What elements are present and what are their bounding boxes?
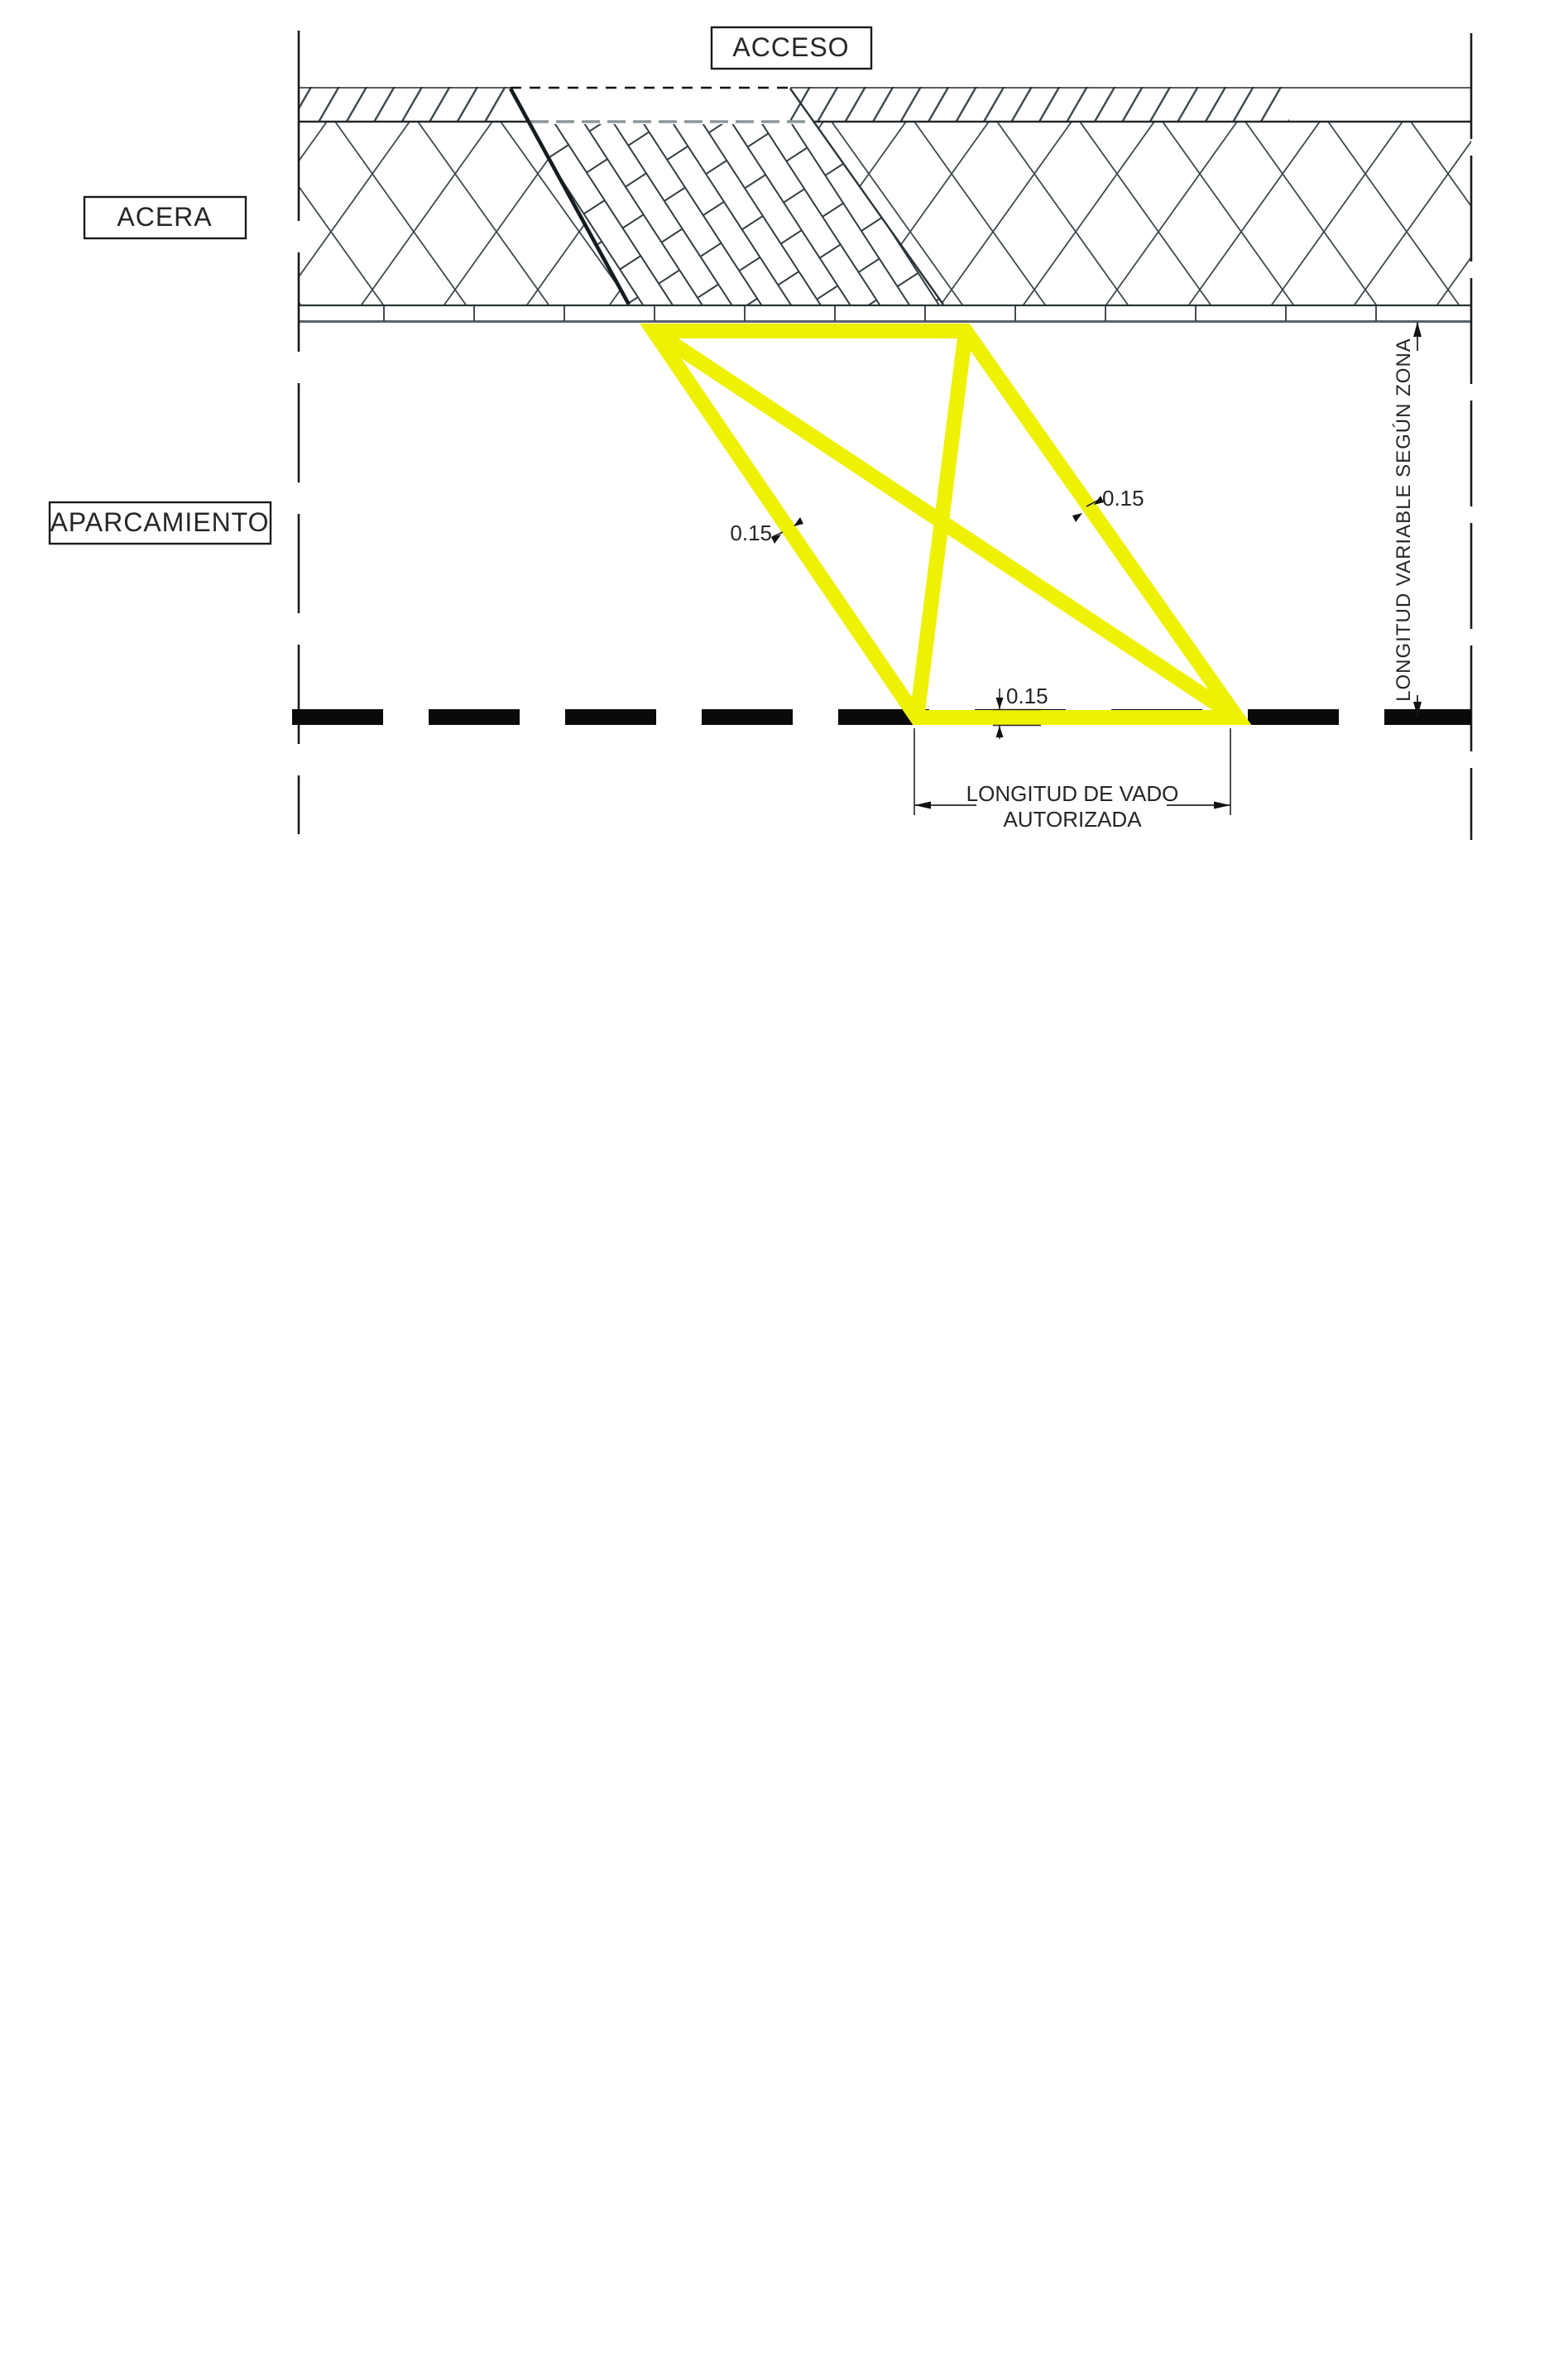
curb-surface: [299, 305, 1471, 321]
vado-length-text-line1: LONGITUD DE VADO: [966, 781, 1179, 806]
vado-marking: [639, 324, 1252, 725]
left-callout-leader-line: [771, 531, 784, 538]
curb-joint-ticks: [383, 306, 1377, 321]
facade-hatch-left: [299, 87, 511, 122]
acera-label-box: [83, 195, 247, 240]
acera-label-text: ACERA: [117, 202, 212, 232]
bottom-callout-arrow-up: [995, 726, 1004, 737]
variable-length-text: LONGITUD VARIABLE SEGÚN ZONA: [1393, 338, 1415, 702]
aparcamiento-label: APARCAMIENTO: [48, 501, 272, 545]
variable-length-arrow-down: [1413, 702, 1422, 717]
acera-label: ACERA: [83, 195, 247, 240]
aparcamiento-label-text: APARCAMIENTO: [50, 507, 269, 537]
curb-strip: [299, 304, 1471, 323]
right-callout-arrow-b: [1094, 496, 1104, 505]
right-stripe-width-text: 0.15: [1102, 486, 1144, 511]
left-stripe-width-callout: 0.15: [730, 517, 803, 545]
acceso-label-text: ACCESO: [732, 32, 849, 62]
bottom-stripe-width-text: 0.15: [1006, 684, 1048, 708]
acceso-label: ACCESO: [710, 26, 873, 70]
vado-length-dimension: LONGITUD DE VADO AUTORIZADA: [914, 728, 1231, 832]
vado-diagonal-cross: [909, 329, 973, 719]
left-stripe-width-text: 0.15: [730, 521, 772, 545]
left-callout-arrow-b: [794, 517, 803, 526]
vado-length-text-line2: AUTORIZADA: [1003, 807, 1142, 832]
bottom-stripe-width-callout: 0.15: [993, 684, 1048, 739]
variable-length-arrow-up: [1413, 322, 1422, 337]
left-callout-arrow-a: [771, 535, 781, 544]
vado-length-arrow-left: [914, 801, 931, 809]
vado-length-arrow-right: [1214, 801, 1230, 809]
variable-length-dimension: LONGITUD VARIABLE SEGÚN ZONA: [1393, 322, 1422, 717]
aparcamiento-label-box: [48, 501, 272, 545]
bottom-callout-arrow-down: [995, 698, 1004, 709]
bottom-callout-ticks: [993, 689, 1041, 739]
driveway-edge-left: [508, 87, 631, 306]
acceso-label-box: [710, 26, 873, 70]
driveway-brick-paving: [530, 124, 943, 305]
right-callout-arrow-a: [1072, 513, 1082, 522]
right-stripe-width-callout: 0.15: [1072, 486, 1144, 522]
facade-hatch-right: [790, 87, 1289, 122]
driveway-strip: [511, 88, 943, 305]
facade-band: [299, 86, 1471, 123]
driveway-edge-right: [789, 88, 944, 305]
